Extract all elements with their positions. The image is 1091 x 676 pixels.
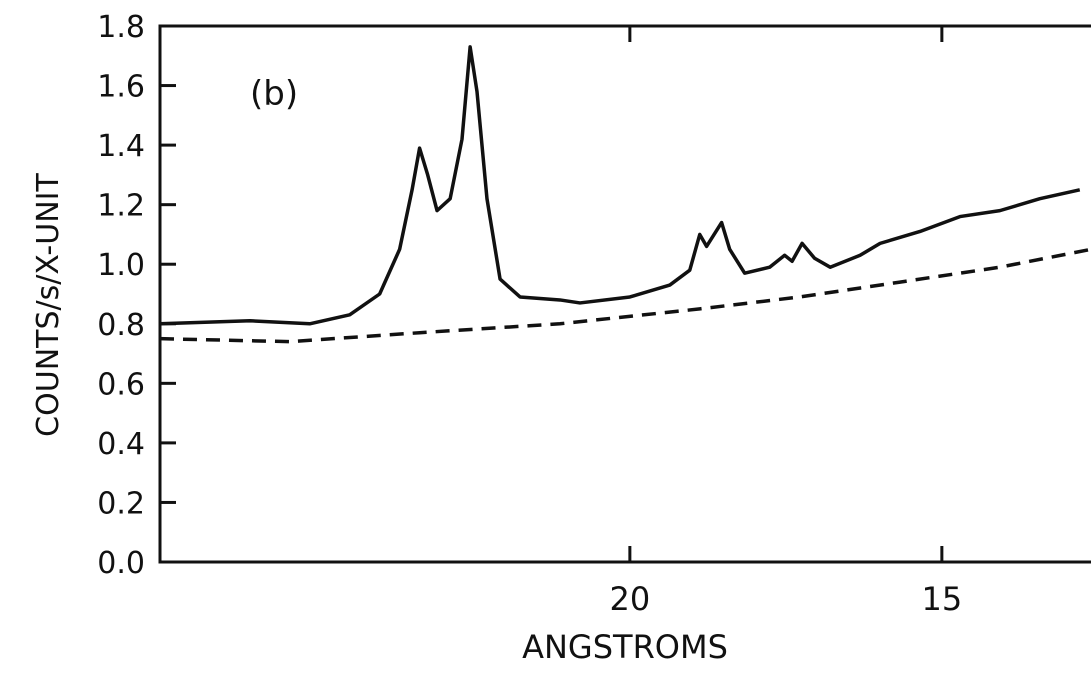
x-tick-label: 20 (610, 580, 651, 618)
data-line (159, 45, 1081, 326)
y-tick-label: 0.8 (97, 308, 145, 343)
y-tick-label: 0.6 (97, 367, 145, 402)
y-axis-label: COUNTS/s/X-UNIT (31, 173, 66, 437)
y-tick-label: 0.0 (97, 546, 145, 581)
y-tick-label: 1.0 (97, 248, 145, 283)
panel-label: (b) (250, 74, 298, 114)
y-tick-label: 1.2 (97, 189, 145, 224)
x-tick-label: 15 (922, 580, 963, 618)
x-axis-label: ANGSTROMS (522, 628, 728, 666)
data-line (159, 247, 1091, 344)
y-tick-label: 1.4 (97, 129, 145, 164)
y-tick-label: 0.2 (97, 486, 145, 521)
y-tick-label: 1.8 (97, 10, 145, 45)
y-tick-label: 0.4 (97, 427, 145, 462)
plot-frame (158, 24, 1091, 564)
y-tick-label: 1.6 (97, 70, 145, 105)
